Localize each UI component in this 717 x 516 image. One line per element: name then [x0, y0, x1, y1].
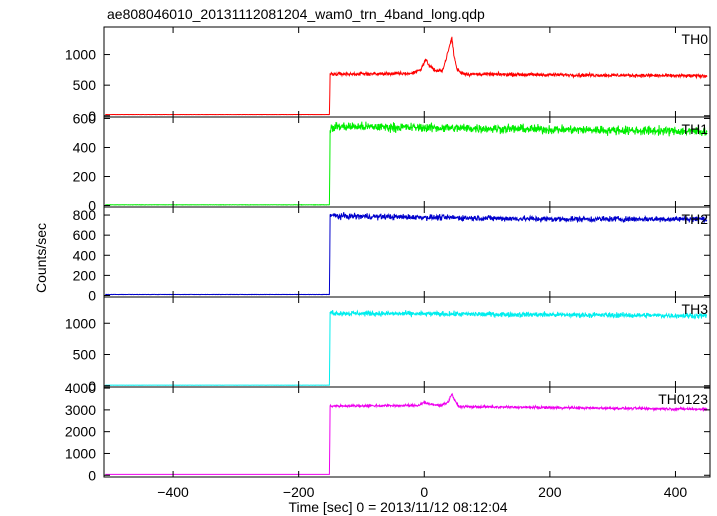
x-tick-label: 0 [420, 484, 428, 500]
y-tick-label: 1000 [65, 315, 96, 331]
y-tick-label: 1000 [65, 47, 96, 63]
x-axis-title: Time [sec] 0 = 2013/11/12 08:12:04 [288, 499, 507, 515]
y-tick-label: 0 [88, 287, 96, 303]
panel-label: TH1 [682, 121, 709, 137]
panel-frame [103, 206, 711, 298]
y-tick-label: 600 [73, 110, 97, 126]
y-tick-label: 400 [73, 247, 97, 263]
y-tick-label: 0 [88, 378, 96, 394]
series-line-th1 [105, 121, 708, 206]
series-line-th0 [105, 36, 708, 116]
panel-th0123: 0 1000 2000 3000 4000 TH0123 [65, 380, 711, 483]
y-tick-label: 500 [73, 77, 97, 93]
panel-label: TH0 [682, 31, 709, 47]
y-tick-label: 2000 [65, 424, 96, 440]
panel-frame [103, 296, 711, 388]
y-tick-label: 600 [73, 227, 97, 243]
y-tick-label: 800 [73, 207, 97, 223]
panel-frame [103, 26, 711, 118]
y-tick-label: 0 [88, 198, 96, 214]
x-tick-label: 400 [664, 484, 688, 500]
y-tick-label: 500 [73, 347, 97, 363]
panel-label: TH0123 [658, 391, 708, 407]
y-tick-label: 3000 [65, 402, 96, 418]
y-tick-label: 0 [88, 467, 96, 483]
x-tick-label: −400 [157, 484, 189, 500]
y-tick-label: 4000 [65, 380, 96, 396]
panel-label: TH3 [682, 301, 709, 317]
panel-frame [103, 386, 711, 478]
y-tick-label: 400 [73, 139, 97, 155]
series-line-th0123 [105, 392, 708, 475]
chart-title: ae808046010_20131112081204_wam0_trn_4ban… [107, 6, 485, 22]
panel-label: TH2 [682, 211, 709, 227]
panel-th2: 0 200 400 600 800 TH2 [73, 206, 711, 303]
y-tick-label: 0 [88, 108, 96, 124]
panel-group: 0 500 1000 TH0 0 200 400 600 TH1 0 200 400 600 800 TH2… [65, 26, 711, 500]
panel-th3: 0 500 1000 TH3 [65, 296, 711, 394]
panel-th1: 0 200 400 600 TH1 [73, 110, 711, 214]
x-tick-label: −200 [283, 484, 315, 500]
panel-th0: 0 500 1000 TH0 [65, 26, 711, 124]
x-tick-label: 200 [538, 484, 562, 500]
y-axis-title: Counts/sec [33, 223, 49, 293]
y-tick-label: 200 [73, 267, 97, 283]
series-line-th2 [105, 212, 708, 296]
y-tick-label: 1000 [65, 445, 96, 461]
y-tick-label: 200 [73, 169, 97, 185]
series-line-th3 [105, 309, 707, 386]
